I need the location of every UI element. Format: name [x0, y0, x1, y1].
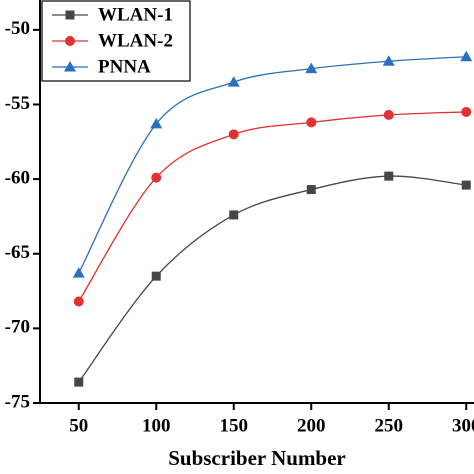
- legend-label: WLAN-2: [98, 30, 173, 51]
- data-point: [227, 76, 240, 87]
- data-point: [384, 171, 394, 181]
- data-point: [461, 106, 472, 117]
- data-point: [73, 296, 84, 307]
- data-point: [305, 62, 318, 74]
- data-point: [461, 180, 471, 190]
- y-tick-label: -60: [5, 167, 30, 188]
- data-point: [74, 377, 84, 387]
- legend-marker: [65, 10, 75, 20]
- y-tick-label: -55: [5, 93, 30, 114]
- y-tick-label: -65: [5, 242, 30, 263]
- data-point: [72, 267, 85, 278]
- data-point: [382, 55, 395, 66]
- x-tick-label: 50: [69, 415, 88, 436]
- y-tick-label: -75: [5, 391, 30, 412]
- series-line: [78, 56, 467, 274]
- data-point: [228, 129, 239, 140]
- series-line: [78, 175, 467, 383]
- series-line: [78, 111, 467, 302]
- x-tick-label: 200: [297, 415, 326, 436]
- x-tick-label: 150: [220, 415, 249, 436]
- data-point: [306, 185, 316, 195]
- y-tick-label: -50: [5, 18, 30, 39]
- x-tick-label: 300: [452, 415, 474, 436]
- data-point: [306, 117, 317, 128]
- data-point: [229, 210, 239, 220]
- y-tick-label: -70: [5, 317, 30, 338]
- x-tick-label: 100: [142, 415, 171, 436]
- data-point: [460, 50, 473, 62]
- legend-marker: [64, 61, 76, 72]
- x-axis-label: Subscriber Number: [168, 446, 346, 470]
- legend-marker: [65, 36, 75, 46]
- x-tick-label: 250: [375, 415, 404, 436]
- data-point: [151, 172, 162, 183]
- data-point: [383, 109, 394, 120]
- data-point: [151, 271, 161, 281]
- legend-label: PNNA: [98, 56, 151, 77]
- legend-label: WLAN-1: [98, 4, 173, 25]
- data-point: [150, 117, 163, 129]
